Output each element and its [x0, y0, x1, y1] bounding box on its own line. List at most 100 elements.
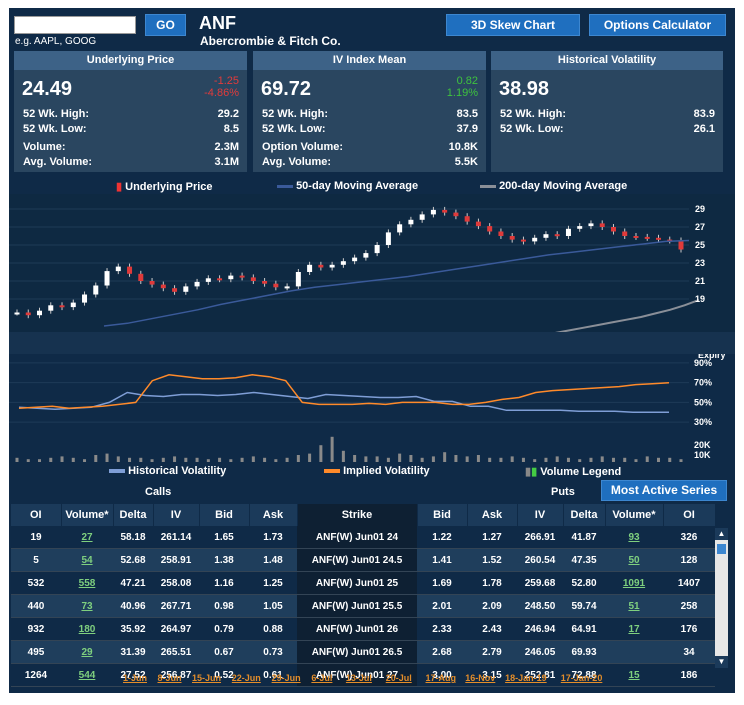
volume-link[interactable]: 73: [81, 600, 93, 612]
ma50-line: [103, 239, 690, 327]
volume-link[interactable]: 50: [628, 554, 640, 566]
column-header[interactable]: Volume*: [61, 504, 114, 526]
historical-volatility-line: [18, 391, 669, 414]
expiry-link[interactable]: 13-Jul: [345, 673, 372, 683]
options-calculator-button[interactable]: Options Calculator: [589, 14, 726, 36]
ticker-symbol: ANF: [199, 13, 236, 33]
column-header[interactable]: Strike: [297, 504, 418, 526]
expiry-link[interactable]: 16-Nov: [465, 673, 496, 683]
cell: 261.14: [153, 526, 199, 549]
column-header[interactable]: OI: [663, 504, 716, 526]
price-candle: [363, 253, 369, 258]
legend-ma50: 50-day Moving Average: [277, 180, 418, 192]
scroll-up-icon[interactable]: ▲: [715, 528, 728, 540]
price-candle: [307, 264, 313, 272]
column-header[interactable]: Delta: [113, 504, 154, 526]
option-row[interactable]: 532 558 47.21 258.08 1.16 1.25 ANF(W) Jun01 25…: [11, 571, 715, 595]
expiry-link[interactable]: 22-Jun: [231, 673, 261, 683]
volume-link[interactable]: 1091: [622, 577, 646, 589]
underlying-price-panel: Underlying Price 24.49 -1.25 -4.86% 52 W…: [14, 51, 247, 172]
volume-link[interactable]: 51: [628, 600, 640, 612]
option-chain-table: OI Volume* Delta IV Bid Ask Strike Bid Ask IV Delt…: [11, 504, 716, 687]
column-header[interactable]: IV: [153, 504, 200, 526]
option-row[interactable]: 932 180 35.92 264.97 0.79 0.88 ANF(W) Jun01 26…: [11, 617, 715, 641]
expiry-link[interactable]: 8-Jun: [157, 673, 182, 683]
cell: 1.41: [417, 548, 467, 572]
price-candle: [239, 275, 245, 278]
volume-link[interactable]: 17: [628, 623, 640, 635]
strike-cell: ANF(W) Jun01 24: [297, 526, 417, 549]
price-candle: [172, 288, 178, 292]
option-row[interactable]: 440 73 40.96 267.71 0.98 1.05 ANF(W) Jun01 25.…: [11, 594, 715, 618]
scroll-thumb[interactable]: [717, 544, 726, 554]
expiry-link[interactable]: 18-Jan-19: [505, 673, 547, 683]
column-header[interactable]: Ask: [249, 504, 298, 526]
stat-row: 52 Wk. Low: 8.5: [23, 123, 239, 135]
scroll-down-icon[interactable]: ▼: [715, 656, 728, 668]
expiry-link[interactable]: 17-Jan-20: [560, 673, 603, 683]
strike-cell: ANF(W) Jun01 26.5: [297, 640, 417, 664]
symbol-search-input[interactable]: [14, 16, 136, 34]
column-header[interactable]: Bid: [417, 504, 468, 526]
most-active-series-button[interactable]: Most Active Series: [601, 480, 727, 501]
price-candle: [520, 239, 526, 242]
legend-volume[interactable]: ▮▮ Volume Legend: [525, 466, 622, 478]
volume-bar: [26, 459, 30, 462]
expiry-link[interactable]: 15-Jun: [192, 673, 222, 683]
volume-link[interactable]: 54: [81, 554, 93, 566]
stat-row: 52 Wk. High: 83.9: [500, 108, 715, 120]
cell: 259.68: [517, 571, 563, 595]
price-candle: [464, 216, 470, 222]
price-candle: [442, 209, 448, 213]
volume-link[interactable]: 15: [628, 669, 640, 681]
cell: 2.01: [417, 594, 467, 618]
option-row[interactable]: 1264 544 27.52 256.87 0.52 0.61 ANF(W) Jun01 2…: [11, 663, 715, 687]
table-scrollbar[interactable]: ▲ ▼: [715, 528, 728, 668]
cell: 248.50: [517, 594, 563, 618]
column-header[interactable]: OI: [11, 504, 62, 526]
expiry-link[interactable]: 20-Jul: [385, 673, 412, 683]
option-row[interactable]: 19 27 58.18 261.14 1.65 1.73 ANF(W) Jun01 24 1.…: [11, 526, 715, 549]
skew-chart-button[interactable]: 3D Skew Chart: [446, 14, 580, 36]
cell: 1407: [663, 571, 715, 595]
volume-link[interactable]: 180: [78, 623, 96, 635]
volume-bar: [71, 457, 75, 462]
volume-link[interactable]: 29: [81, 646, 93, 658]
volume-bar: [15, 457, 19, 462]
cell: 17: [605, 617, 663, 641]
stat-label: 52 Wk. Low:: [262, 123, 326, 135]
stat-row: Avg. Volume: 5.5K: [262, 156, 478, 168]
volume-bar: [83, 459, 87, 462]
column-header[interactable]: Volume*: [605, 504, 664, 526]
expiry-link[interactable]: 6-Jul: [311, 673, 333, 683]
go-button[interactable]: GO: [145, 14, 186, 36]
expiry-link[interactable]: 1-Jun: [123, 673, 148, 683]
volume-bar: [296, 455, 300, 462]
expiry-links: 1-Jun 8-Jun 15-Jun 22-Jun 29-Jun 6-Jul 13-Jul 2…: [9, 671, 735, 685]
volume-bar: [353, 455, 357, 462]
option-row[interactable]: 495 29 31.39 265.51 0.67 0.73 ANF(W) Jun01 26.…: [11, 640, 715, 664]
stat-value: 8.5: [223, 123, 239, 135]
panel-title: Underlying Price: [14, 51, 247, 70]
volume-link[interactable]: 93: [628, 531, 640, 543]
volume-bar: [229, 459, 233, 462]
expiry-link[interactable]: 17-Aug: [425, 673, 457, 683]
price-candle: [487, 226, 493, 232]
volume-bar: [611, 457, 615, 462]
cell: 1.25: [249, 571, 297, 595]
legend-iv: Implied Volatility: [324, 465, 430, 477]
column-header[interactable]: Ask: [467, 504, 518, 526]
column-header[interactable]: Bid: [199, 504, 250, 526]
volume-bar: [195, 457, 199, 462]
option-row[interactable]: 5 54 52.68 258.91 1.38 1.48 ANF(W) Jun01 24.5 1…: [11, 548, 715, 572]
expiry-link[interactable]: 29-Jun: [271, 673, 301, 683]
iv-index-panel: IV Index Mean 69.72 0.82 1.19% 52 Wk. Hi…: [253, 51, 486, 172]
volume-link[interactable]: 27: [81, 531, 93, 543]
column-header[interactable]: Delta: [563, 504, 606, 526]
volume-link[interactable]: 544: [78, 669, 96, 681]
strike-cell: ANF(W) Jun01 27: [297, 663, 417, 687]
price-candle: [599, 223, 605, 227]
iv-change: 0.82: [456, 75, 478, 87]
column-header[interactable]: IV: [517, 504, 564, 526]
volume-link[interactable]: 558: [78, 577, 96, 589]
